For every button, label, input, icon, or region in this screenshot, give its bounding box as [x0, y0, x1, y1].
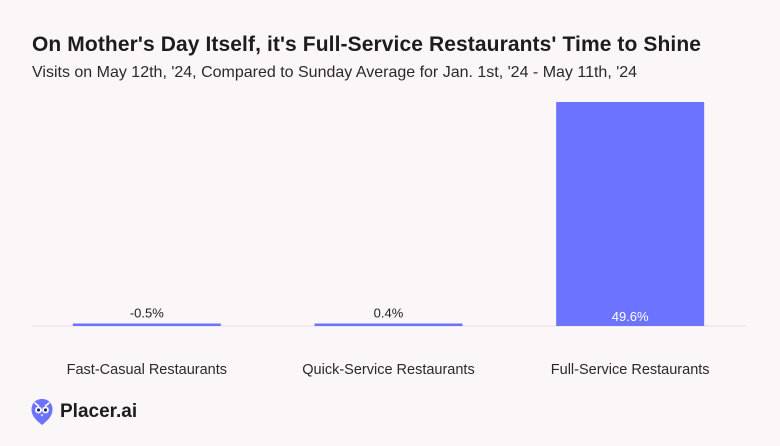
data-label-0: -0.5% [130, 306, 164, 321]
data-label-2: 49.6% [612, 309, 649, 324]
logo-text: Placer.ai [60, 401, 138, 422]
bar-0 [72, 323, 221, 326]
bar-2 [556, 102, 705, 326]
bar-1 [314, 323, 463, 326]
category-label-2: Full-Service Restaurants [551, 362, 710, 378]
data-label-1: 0.4% [374, 306, 404, 321]
bars-group: -0.5% Fast-Casual Restaurants 0.4% Quick-Se… [67, 102, 710, 378]
category-label-1: Quick-Service Restaurants [302, 362, 474, 378]
category-label-0: Fast-Casual Restaurants [67, 362, 227, 378]
placer-owl-icon [31, 399, 53, 425]
chart-title: On Mother's Day Itself, it's Full-Servic… [32, 33, 702, 56]
placer-logo: Placer.ai [30, 398, 137, 426]
chart-subtitle: Visits on May 12th, '24, Compared to Sun… [32, 64, 638, 81]
